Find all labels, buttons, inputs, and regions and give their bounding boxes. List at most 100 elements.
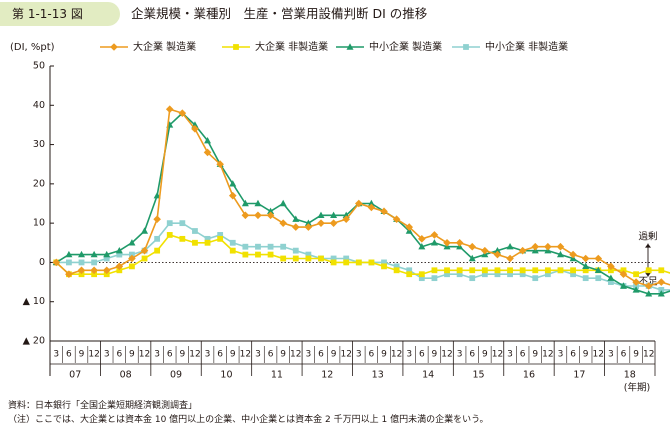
data-point (191, 125, 199, 133)
x-year-label: 09 (170, 370, 182, 381)
data-point (367, 203, 376, 212)
x-month-label: 9 (432, 350, 438, 360)
data-point (506, 243, 514, 250)
data-point (468, 254, 476, 262)
data-point (582, 275, 589, 282)
legend-marker (346, 43, 354, 50)
data-point (255, 243, 261, 250)
data-point (292, 255, 299, 262)
x-month-label: 3 (104, 350, 110, 360)
data-point (367, 199, 375, 207)
x-month-label: 9 (79, 350, 85, 360)
data-point (343, 259, 350, 266)
x-month-label: 6 (570, 350, 576, 360)
data-point (204, 136, 212, 144)
x-year-label: 13 (372, 370, 384, 381)
data-point (115, 246, 123, 254)
legend-label: 大企業 製造業 (133, 40, 196, 53)
data-point (594, 254, 603, 263)
figure-title: 企業規模・業種別 生産・営業用設備判断 DI の推移 (131, 6, 428, 21)
x-month-label: 12 (340, 350, 351, 360)
data-point (217, 235, 224, 242)
x-month-label: 12 (240, 350, 251, 360)
series-line (55, 112, 670, 295)
x-month-label: 12 (391, 350, 402, 360)
data-point (178, 109, 187, 117)
data-point (267, 243, 274, 250)
data-point (128, 239, 136, 246)
data-point (581, 254, 590, 263)
data-point (228, 191, 237, 200)
data-point (644, 282, 653, 290)
data-point (330, 211, 338, 218)
x-month-label: 12 (139, 350, 150, 360)
x-month-label: 9 (230, 350, 236, 360)
legend-marker (110, 43, 118, 51)
x-month-label: 6 (167, 350, 173, 360)
data-point (406, 267, 413, 274)
data-point (355, 199, 363, 208)
data-point (91, 259, 98, 266)
x-month-label: 9 (532, 350, 538, 360)
data-point (103, 255, 110, 262)
data-point (645, 267, 652, 274)
data-point (304, 219, 312, 226)
right-indicator-arrow-down (645, 272, 651, 277)
data-point (469, 275, 476, 282)
data-point (330, 259, 337, 266)
data-point (532, 267, 539, 274)
data-point (620, 267, 627, 274)
legend-marker (233, 44, 239, 50)
data-point (90, 250, 98, 258)
x-year-label: 07 (69, 370, 81, 381)
x-month-label: 3 (558, 350, 564, 360)
data-point (507, 267, 513, 274)
notes: 資料：日本銀行「全国企業短期経済観測調査」 （注）ここでは、大企業とは資本金 1… (8, 399, 489, 427)
data-point (304, 223, 313, 231)
data-point (430, 239, 438, 246)
legend-label: 大企業 非製造業 (255, 40, 328, 53)
data-point (128, 254, 136, 263)
data-point (305, 255, 312, 262)
data-point (318, 255, 324, 262)
data-point (493, 246, 501, 254)
data-point (166, 220, 173, 227)
data-point (658, 287, 665, 293)
data-point (393, 263, 400, 270)
figure-number-badge: 第 1-1-13 図 (0, 2, 120, 26)
data-point (406, 271, 413, 278)
x-month-label: 12 (492, 350, 503, 360)
x-year-label: 08 (120, 370, 132, 381)
data-point (494, 267, 501, 274)
data-point (203, 148, 212, 157)
legend-label: 中小企業 非製造業 (485, 40, 568, 53)
x-month-label: 9 (633, 350, 639, 360)
data-point (115, 262, 124, 271)
x-month-label: 3 (53, 350, 59, 360)
data-point (280, 255, 287, 262)
data-point (267, 207, 275, 215)
x-month-label: 9 (482, 350, 488, 360)
data-point (267, 251, 274, 258)
data-point (582, 267, 589, 274)
data-point (77, 266, 86, 275)
data-point (594, 266, 602, 273)
data-point (90, 266, 98, 275)
x-month-label: 12 (290, 350, 301, 360)
y-tick-label: ▲ 10 (23, 296, 45, 307)
x-month-label: 3 (154, 350, 160, 360)
x-month-label: 3 (255, 350, 261, 360)
right-indicator-arrow-up (645, 243, 651, 248)
data-point (52, 258, 61, 267)
data-point (657, 290, 665, 297)
data-point (430, 231, 439, 239)
data-point (494, 271, 501, 278)
data-point (141, 255, 148, 262)
data-point (633, 283, 639, 289)
data-point (619, 282, 627, 289)
data-point (179, 235, 186, 242)
data-point (102, 266, 111, 275)
x-month-label: 9 (381, 350, 387, 360)
data-point (179, 220, 186, 227)
data-point (229, 247, 236, 254)
